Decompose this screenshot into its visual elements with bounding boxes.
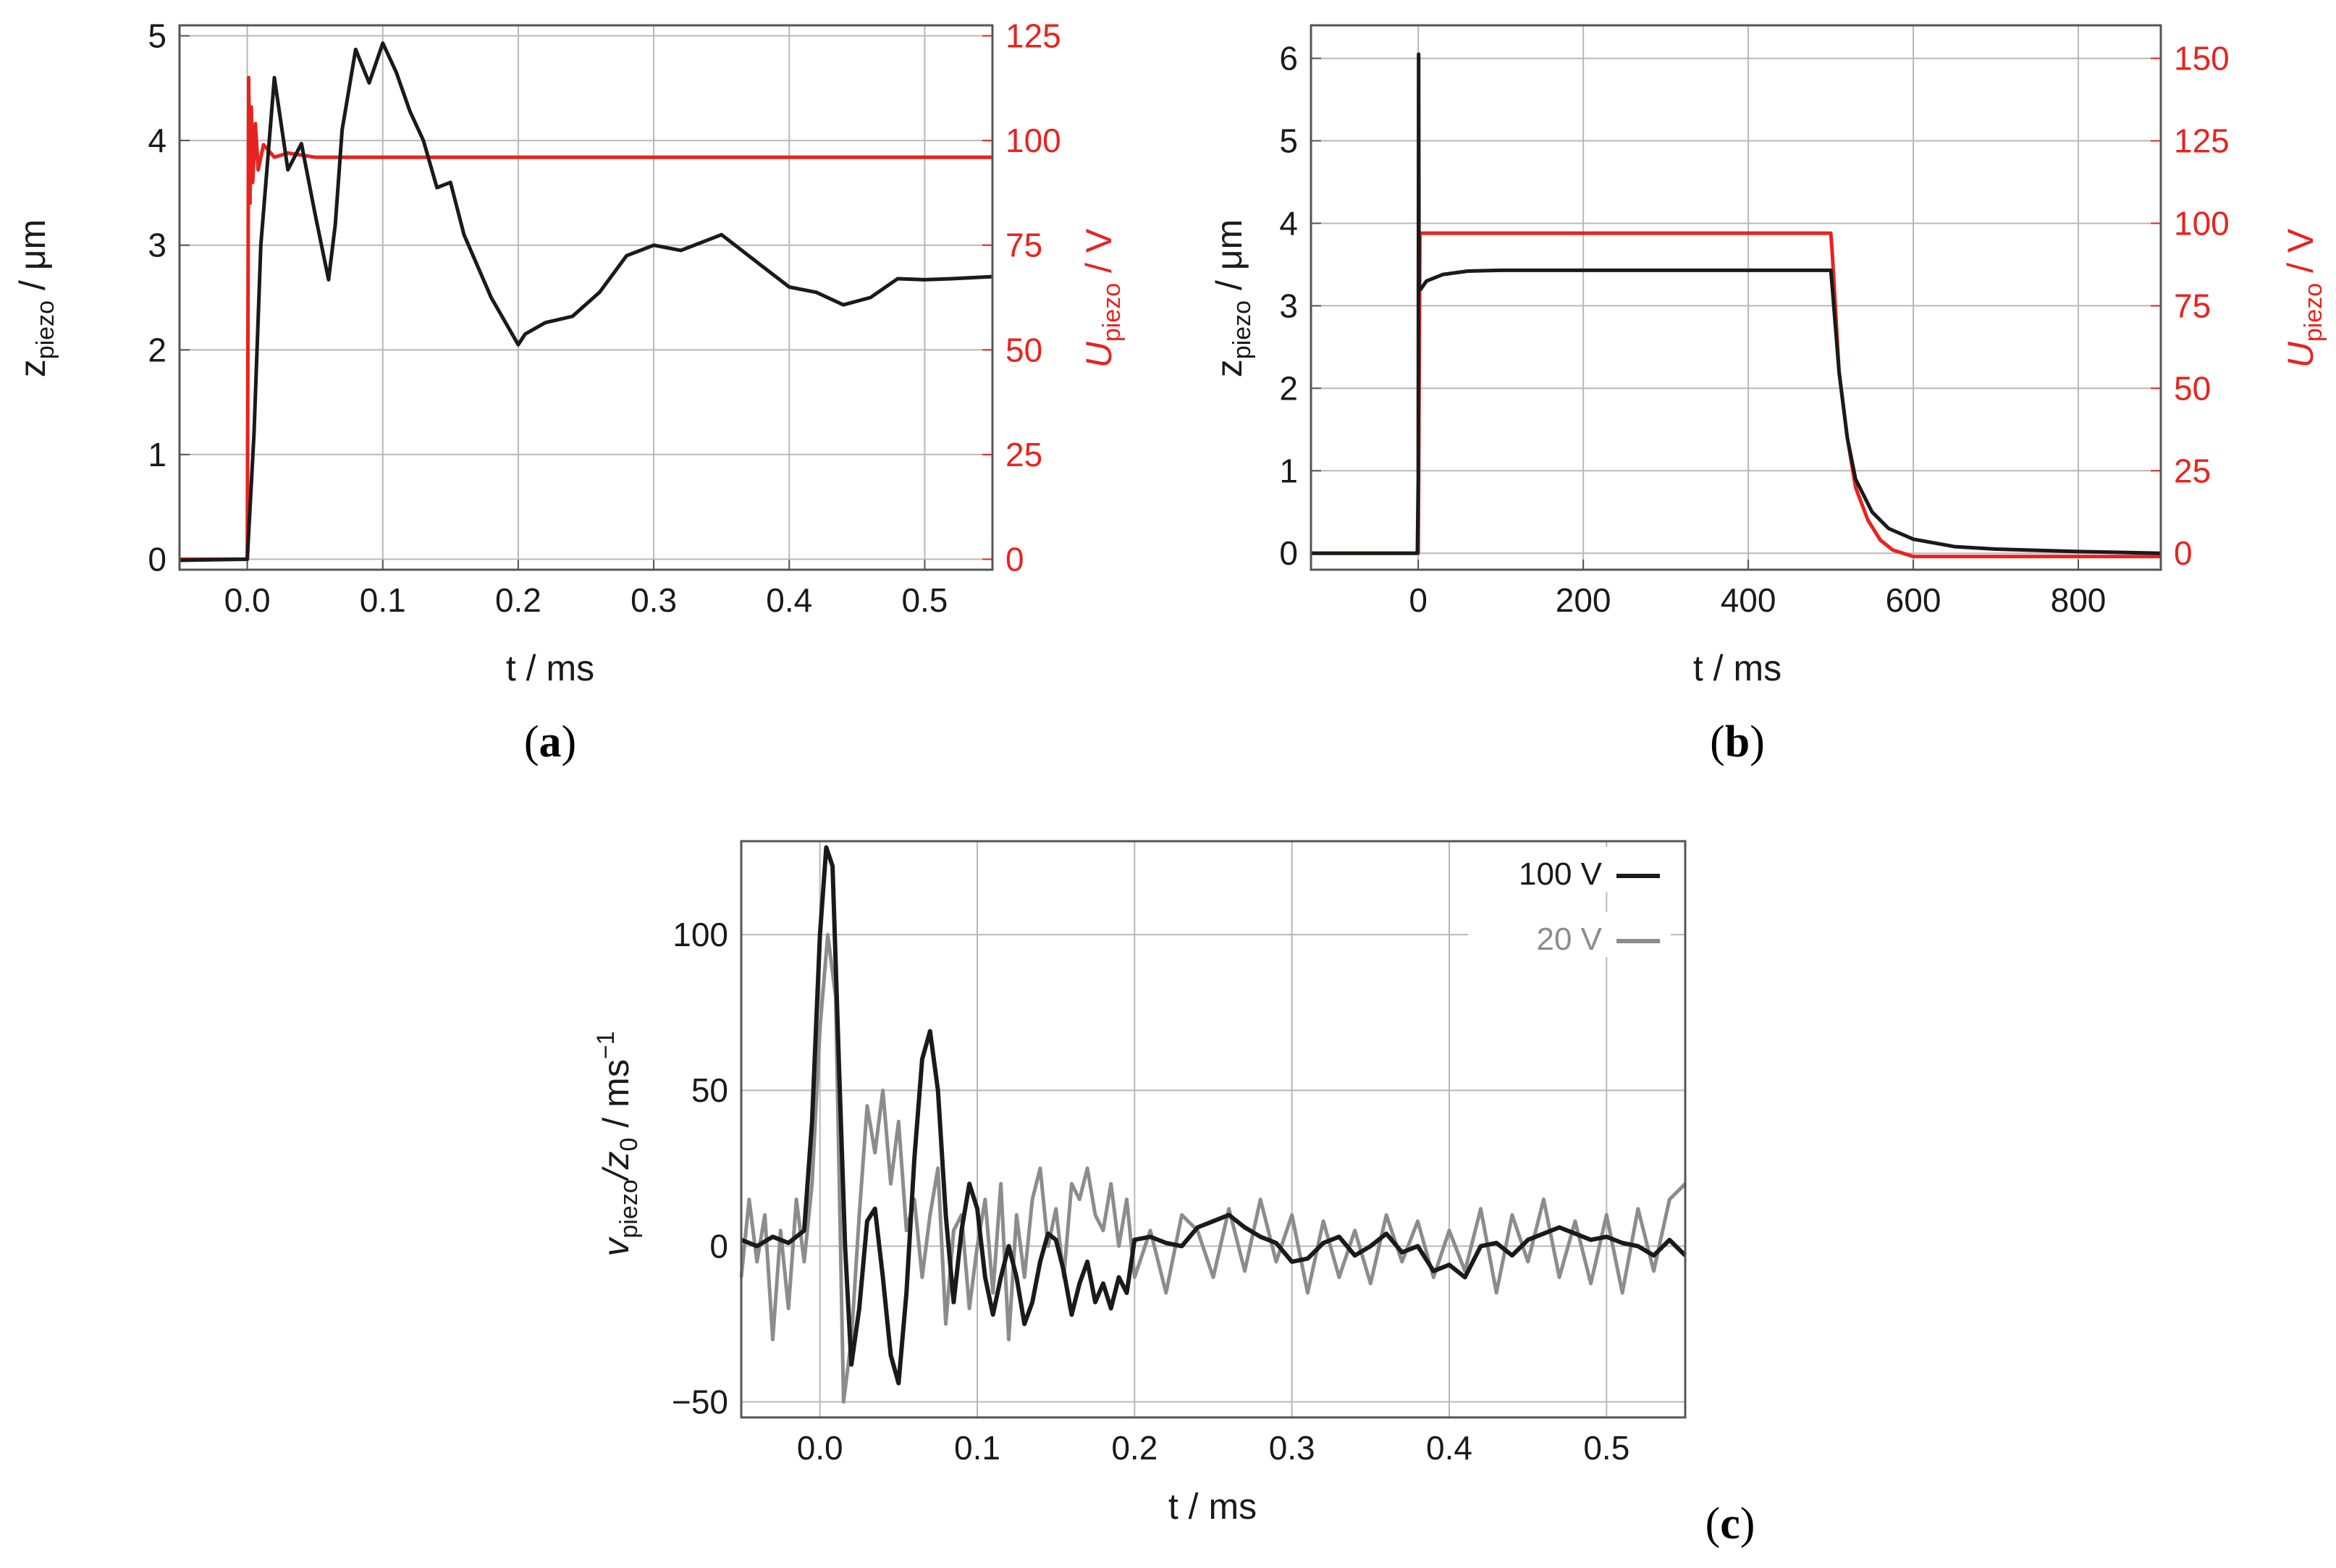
plot-frame [740,840,1687,1419]
y-tick-label-right: 125 [2174,122,2230,160]
x-tick-label: 0.5 [901,581,948,619]
legend-label: 100 V [1519,856,1603,892]
x-tick-label: 200 [1556,581,1611,619]
y-axis-label-right: Upiezo / V [1079,228,1126,368]
grid [180,25,992,570]
legend-label: 20 V [1536,922,1602,957]
x-tick-label: 400 [1721,581,1776,619]
legend-background [1468,912,1671,957]
x-tick-label: 0.0 [224,581,271,619]
x-tick-label: 0.2 [1111,1429,1158,1467]
series-line-100v [740,845,1687,1386]
x-tick-label: 0.4 [766,581,812,619]
x-tick-label: 0.5 [1583,1429,1629,1467]
x-tick-label: 0.3 [631,581,677,619]
series-line-z-piezo [179,41,993,562]
chart-panel-c: 0.0 0.1 0.2 0.3 0.4 0.5 −50 0 50 100 t / ms vpiez… [592,840,1755,1548]
x-tick-label: 0.1 [360,581,406,619]
y-tick-label-right: 0 [1005,541,1024,578]
y-tick-label-right: 100 [2174,204,2230,242]
y-axis-label-left: zpiezo / μm [1209,219,1256,377]
legend-background [1468,847,1671,892]
plot-frame [1310,24,2162,571]
y-tick-label-left: 1 [1279,452,1298,489]
y-tick-label-right: 75 [2174,287,2211,324]
y-tick-label-left: 5 [1279,122,1298,160]
y-tick-label-right: 25 [1005,436,1042,473]
y-tick-label: 0 [709,1227,728,1265]
y-tick-label-left: 2 [1279,369,1298,407]
x-axis-label: t / ms [1693,648,1781,688]
y-tick-label-left: 6 [1279,40,1298,77]
series-line-20v [739,932,1687,1404]
x-tick-label: 0.1 [954,1429,1000,1467]
y-tick-label-left: 4 [148,122,166,159]
y-tick-label-right: 0 [2174,534,2193,572]
y-tick-label-left: 3 [1279,287,1298,324]
tick-labels: 0.0 0.1 0.2 0.3 0.4 0.5 −50 0 50 100 [672,916,1629,1467]
plot-frame [178,24,994,571]
x-tick-label: 0 [1409,581,1428,619]
y-tick-label: −50 [672,1383,728,1420]
y-tick-label: 50 [691,1071,728,1109]
x-tick-label: 0.0 [797,1429,843,1467]
series-line-z-piezo [1311,52,2162,555]
y-tick-label: 100 [672,916,728,953]
y-tick-label-right: 75 [1005,227,1042,264]
series-group [739,845,1687,1404]
y-tick-label-right: 50 [1005,331,1042,368]
legend: 100 V 20 V [1468,847,1671,957]
y-tick-label-left: 5 [148,17,166,54]
x-tick-label: 0.2 [495,581,541,619]
y-tick-label-right: 50 [2174,369,2211,407]
series-line-u-piezo [180,75,992,561]
x-tick-label: 0.4 [1426,1429,1472,1467]
series-group [179,41,993,562]
grid [1311,25,2161,570]
x-axis-label: t / ms [506,648,594,688]
y-tick-label-right: 125 [1005,17,1061,54]
y-tick-label-right: 150 [2174,40,2230,77]
y-axis-label-left: zpiezo / μm [12,219,59,377]
y-tick-label-left: 3 [148,227,166,264]
panel-label-c: (c) [1705,1499,1755,1548]
x-axis-label: t / ms [1168,1486,1257,1527]
tick-labels: 0 200 400 600 800 0 1 2 3 4 5 6 0 25 50 75 100 125 150 [1279,40,2229,619]
x-tick-label: 0.3 [1269,1429,1315,1467]
y-tick-label-right: 25 [2174,452,2211,489]
y-tick-label-left: 0 [148,541,166,578]
panel-label-b: (b) [1710,717,1765,767]
x-tick-label: 800 [2051,581,2107,619]
chart-panel-b: 0 200 400 600 800 0 1 2 3 4 5 6 0 25 50 75 100 125 150 t /… [1209,24,2327,767]
y-axis-label: vpiezo/z0 / ms−1 [592,1031,643,1256]
y-tick-label-left: 2 [148,331,166,368]
y-tick-label-left: 4 [1279,204,1298,242]
x-tick-label: 600 [1886,581,1941,619]
y-tick-label-left: 0 [1279,534,1298,572]
series-line-u-piezo [1311,231,2161,559]
y-axis-label-right: Upiezo / V [2280,228,2327,368]
y-tick-label-right: 100 [1005,122,1061,159]
series-group [1311,52,2162,559]
panel-label-a: (a) [524,717,576,767]
y-tick-label-left: 1 [148,436,166,473]
